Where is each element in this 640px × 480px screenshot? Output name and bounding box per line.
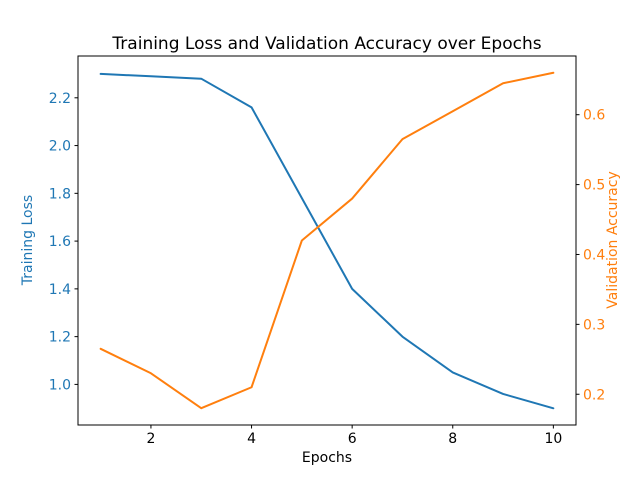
left-tick-label: 1.0 [49,377,71,393]
x-tick-label: 2 [146,431,155,447]
x-tick-label: 8 [448,431,457,447]
right-tick-label: 0.5 [583,178,605,194]
validation-accuracy-line [99,71,555,410]
left-tick-label: 1.4 [49,282,71,298]
left-tick-label: 2.0 [49,139,71,155]
axes-spines [77,55,577,426]
right-tick-label: 0.4 [583,247,605,263]
x-axis-label: Epochs [301,450,353,466]
left-tick-label: 1.2 [49,330,71,346]
chart-title: Training Loss and Validation Accuracy ov… [112,34,542,54]
x-tick-label: 4 [247,431,256,447]
x-tick-label: 6 [348,431,357,447]
right-tick-label: 0.3 [583,317,605,333]
left-tick-label: 1.8 [49,186,71,202]
x-tick-label: 10 [544,431,562,447]
training-loss-line [99,72,555,410]
left-tick-label: 1.6 [49,234,71,250]
left-tick-label: 2.2 [49,91,71,107]
right-tick-label: 0.6 [583,108,605,124]
right-tick-label: 0.2 [583,387,605,403]
